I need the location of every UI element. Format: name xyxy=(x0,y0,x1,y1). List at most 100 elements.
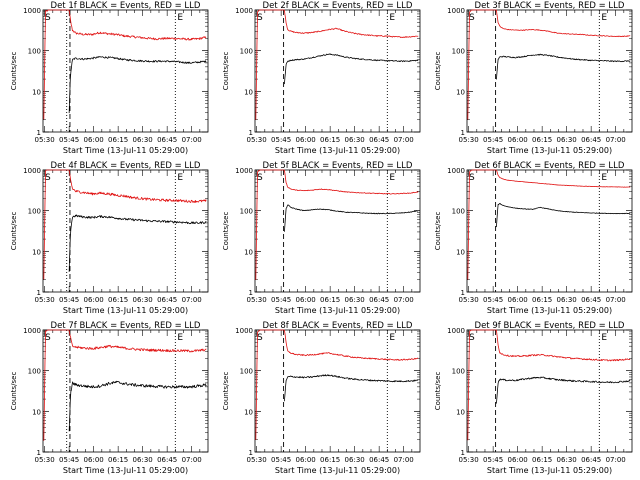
x-tick-label: 07:00 xyxy=(394,456,414,464)
y-axis-label: Counts/sec xyxy=(10,212,18,251)
y-tick-label: 1 xyxy=(249,449,253,457)
x-axis-label: Start Time (13-Jul-11 05:29:00) xyxy=(63,146,188,155)
y-tick-label: 100 xyxy=(452,48,465,56)
x-tick-label: 06:45 xyxy=(369,296,389,304)
x-tick-label: 06:45 xyxy=(581,296,601,304)
plot-frame xyxy=(42,169,209,293)
y-tick-label: 100 xyxy=(28,368,41,376)
x-tick-label: 05:45 xyxy=(483,296,503,304)
x-tick-label: 05:30 xyxy=(459,136,479,144)
y-axis-label: Counts/sec xyxy=(434,212,442,251)
panel-det-1f: Det 1f BLACK = Events, RED = LLD Counts/s… xyxy=(10,1,209,155)
x-tick-label: 06:45 xyxy=(157,296,177,304)
x-tick-label: 06:30 xyxy=(345,456,365,464)
panel-det-9f: Det 9f BLACK = Events, RED = LLD Counts/s… xyxy=(434,321,633,475)
x-tick-label: 06:45 xyxy=(157,456,177,464)
y-tick-label: 100 xyxy=(240,208,253,216)
chart-title: Det 7f BLACK = Events, RED = LLD xyxy=(51,321,201,331)
x-tick-label: 06:30 xyxy=(557,296,577,304)
panel-det-6f: Det 6f BLACK = Events, RED = LLD Counts/s… xyxy=(434,161,633,315)
plot-frame xyxy=(254,329,421,453)
y-tick-label: 1000 xyxy=(23,327,41,335)
y-axis-label: Counts/sec xyxy=(10,372,18,411)
x-tick-label: 06:45 xyxy=(369,456,389,464)
x-tick-label: 05:30 xyxy=(459,296,479,304)
x-tick-label: 06:15 xyxy=(108,296,128,304)
plot-frame xyxy=(466,9,633,133)
x-tick-label: 06:45 xyxy=(581,456,601,464)
x-tick-label: 06:00 xyxy=(508,136,528,144)
panel-det-3f: Det 3f BLACK = Events, RED = LLD Counts/s… xyxy=(434,1,633,155)
x-tick-label: 05:30 xyxy=(35,456,55,464)
end-marker-label: E xyxy=(601,173,607,183)
x-tick-label: 06:00 xyxy=(296,456,316,464)
x-tick-label: 06:00 xyxy=(508,296,528,304)
x-tick-label: 06:30 xyxy=(345,296,365,304)
x-tick-label: 07:00 xyxy=(606,296,626,304)
start-marker-label: S xyxy=(45,333,51,343)
events-series-line xyxy=(68,380,207,432)
y-tick-label: 1 xyxy=(461,289,465,297)
x-axis-label: Start Time (13-Jul-11 05:29:00) xyxy=(63,466,188,475)
x-tick-label: 06:15 xyxy=(108,456,128,464)
start-marker-label: S xyxy=(257,13,263,23)
start-marker-label: S xyxy=(257,333,263,343)
lld-series-line xyxy=(43,169,207,280)
y-tick-label: 100 xyxy=(28,208,41,216)
y-tick-label: 10 xyxy=(456,408,465,416)
y-tick-label: 100 xyxy=(28,48,41,56)
y-tick-label: 1000 xyxy=(23,167,41,175)
y-tick-label: 10 xyxy=(32,248,41,256)
events-series-line xyxy=(496,202,631,228)
x-tick-label: 05:45 xyxy=(59,456,79,464)
x-tick-label: 07:00 xyxy=(182,136,202,144)
start-marker-label: S xyxy=(469,333,475,343)
x-tick-label: 06:00 xyxy=(508,456,528,464)
x-tick-label: 05:30 xyxy=(35,136,55,144)
lld-series-line xyxy=(43,9,207,120)
x-tick-label: 06:15 xyxy=(108,136,128,144)
lld-series-line xyxy=(255,329,419,441)
x-tick-label: 07:00 xyxy=(394,296,414,304)
x-tick-label: 07:00 xyxy=(606,136,626,144)
x-tick-label: 06:30 xyxy=(133,136,153,144)
y-tick-label: 1 xyxy=(37,449,41,457)
lld-series-line xyxy=(467,9,631,120)
x-tick-label: 06:30 xyxy=(133,456,153,464)
x-tick-label: 07:00 xyxy=(182,456,202,464)
x-axis-label: Start Time (13-Jul-11 05:29:00) xyxy=(487,466,612,475)
y-tick-label: 10 xyxy=(244,408,253,416)
y-tick-label: 1 xyxy=(461,449,465,457)
x-tick-label: 06:00 xyxy=(84,136,104,144)
y-axis-label: Counts/sec xyxy=(434,52,442,91)
events-series-line xyxy=(284,53,419,85)
x-tick-label: 06:00 xyxy=(296,296,316,304)
end-marker-label: E xyxy=(389,173,395,183)
plot-frame xyxy=(254,169,421,293)
y-tick-label: 100 xyxy=(240,368,253,376)
x-tick-label: 06:15 xyxy=(320,136,340,144)
events-series-line xyxy=(284,374,419,402)
y-tick-label: 1000 xyxy=(23,7,41,15)
panel-det-2f: Det 2f BLACK = Events, RED = LLD Counts/s… xyxy=(222,1,421,155)
x-tick-label: 05:30 xyxy=(247,136,267,144)
y-tick-label: 1000 xyxy=(235,327,253,335)
chart-title: Det 9f BLACK = Events, RED = LLD xyxy=(475,321,625,331)
end-marker-label: E xyxy=(601,333,607,343)
y-tick-label: 1 xyxy=(37,289,41,297)
end-marker-label: E xyxy=(601,13,607,23)
y-tick-label: 10 xyxy=(456,88,465,96)
y-tick-label: 1 xyxy=(249,289,253,297)
chart-title: Det 8f BLACK = Events, RED = LLD xyxy=(263,321,413,331)
lld-series-line xyxy=(467,329,631,441)
x-tick-label: 05:30 xyxy=(247,456,267,464)
panel-det-4f: Det 4f BLACK = Events, RED = LLD Counts/s… xyxy=(10,161,209,315)
x-tick-label: 05:45 xyxy=(271,296,291,304)
plot-frame xyxy=(254,9,421,133)
x-tick-label: 06:45 xyxy=(369,136,389,144)
x-tick-label: 05:45 xyxy=(483,456,503,464)
events-series-line xyxy=(68,55,207,114)
chart-title: Det 4f BLACK = Events, RED = LLD xyxy=(51,161,201,171)
x-tick-label: 06:00 xyxy=(84,456,104,464)
